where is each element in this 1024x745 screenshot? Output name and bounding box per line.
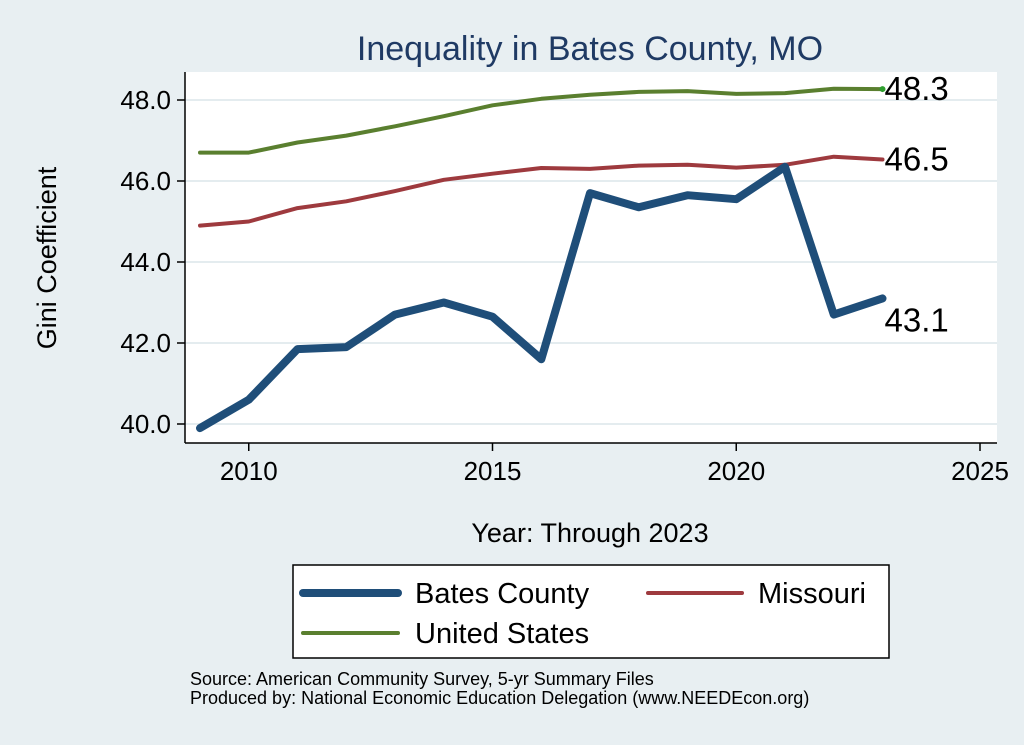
y-axis-title: Gini Coefficient bbox=[32, 166, 62, 349]
end-label-bates-county: 43.1 bbox=[885, 301, 949, 338]
axes: 40.0 42.0 44.0 46.0 48.0 2010 2015 2020 2025 bbox=[120, 72, 1009, 486]
grid-lines bbox=[185, 99, 997, 425]
producer-line: Produced by: National Economic Education… bbox=[190, 688, 810, 708]
y-tick-label: 48.0 bbox=[120, 85, 171, 115]
end-label-united-states: 48.3 bbox=[885, 70, 949, 107]
y-tick-label: 40.0 bbox=[120, 409, 171, 439]
legend-label-missouri: Missouri bbox=[758, 578, 866, 610]
end-label-missouri: 46.5 bbox=[885, 141, 949, 178]
legend-box bbox=[292, 564, 890, 659]
legend-label-united-states: United States bbox=[415, 618, 589, 650]
endpoint-marker bbox=[879, 86, 886, 93]
y-tick-label: 44.0 bbox=[120, 247, 171, 277]
end-labels: 43.1 46.5 48.3 bbox=[885, 70, 949, 338]
x-axis-title: Year: Through 2023 bbox=[471, 518, 708, 548]
legend: Bates County Missouri United States bbox=[292, 564, 890, 659]
y-tick-label: 46.0 bbox=[120, 166, 171, 196]
x-tick-label: 2010 bbox=[220, 456, 278, 486]
series-line-bates-county bbox=[196, 162, 887, 433]
source-note: Source: American Community Survey, 5-yr … bbox=[190, 670, 809, 708]
series-line-united-states bbox=[198, 86, 885, 155]
x-tick-label: 2015 bbox=[464, 456, 522, 486]
x-tick-label: 2025 bbox=[951, 456, 1009, 486]
series-lines bbox=[196, 86, 887, 433]
legend-label-bates-county: Bates County bbox=[415, 578, 590, 610]
y-tick-label: 42.0 bbox=[120, 328, 171, 358]
series-line-missouri bbox=[198, 154, 885, 228]
chart-title: Inequality in Bates County, MO bbox=[357, 30, 823, 68]
plot-area bbox=[185, 72, 997, 443]
x-tick-label: 2020 bbox=[707, 456, 765, 486]
source-line: Source: American Community Survey, 5-yr … bbox=[190, 669, 654, 689]
